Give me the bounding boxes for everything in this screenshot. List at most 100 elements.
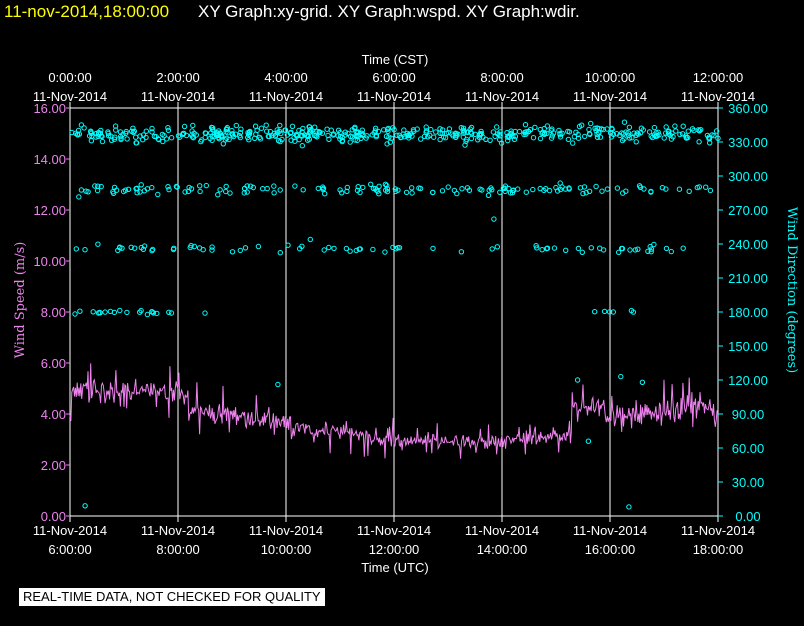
wind-direction-point xyxy=(477,186,483,192)
wind-speed-line xyxy=(69,363,718,459)
wind-direction-point xyxy=(209,244,215,250)
wind-direction-point xyxy=(247,128,253,135)
wind-direction-point xyxy=(609,126,615,133)
wind-direction-point xyxy=(241,190,248,196)
wind-direction-point xyxy=(359,127,365,133)
right-tick-label: 60.00 xyxy=(732,441,765,456)
wind-direction-point xyxy=(460,125,467,131)
wind-direction-point xyxy=(237,130,244,136)
wind-direction-point xyxy=(477,131,484,138)
wind-direction-point xyxy=(98,183,104,190)
bottom-tick-time: 18:00:00 xyxy=(693,542,744,557)
wind-direction-point xyxy=(209,137,215,144)
wind-direction-point xyxy=(242,245,249,251)
wind-direction-point xyxy=(252,135,258,142)
wind-direction-point xyxy=(689,126,696,132)
bottom-tick-date: 11-Nov-2014 xyxy=(249,523,323,538)
wind-direction-point xyxy=(250,184,257,191)
wind-direction-point xyxy=(153,134,159,140)
wind-direction-point xyxy=(272,133,279,139)
wind-direction-point xyxy=(345,130,351,137)
wind-direction-point xyxy=(663,124,669,130)
wind-direction-point xyxy=(244,189,250,195)
wind-direction-point xyxy=(165,184,171,190)
wind-direction-point xyxy=(533,243,539,249)
wind-direction-point xyxy=(645,248,651,255)
top-tick-time: 0:00:00 xyxy=(48,70,91,85)
wind-direction-point xyxy=(237,247,244,254)
top-tick-date: 11-Nov-2014 xyxy=(465,89,539,104)
wind-direction-point xyxy=(651,124,658,131)
wind-direction-point xyxy=(85,189,91,195)
top-tick-date: 11-Nov-2014 xyxy=(33,89,107,104)
wind-direction-point xyxy=(161,133,167,139)
wind-direction-point xyxy=(437,126,443,132)
plot-grid xyxy=(69,107,719,517)
wind-direction-point xyxy=(468,135,475,142)
wind-direction-point xyxy=(306,124,312,130)
wind-direction-point xyxy=(347,139,353,145)
top-tick-time: 6:00:00 xyxy=(372,70,415,85)
wind-direction-point xyxy=(707,187,714,194)
wind-direction-point xyxy=(277,122,283,129)
wind-direction-point xyxy=(659,185,666,191)
wind-direction-point xyxy=(90,309,96,315)
wind-direction-point xyxy=(306,136,312,142)
wind-direction-point xyxy=(342,132,348,138)
wind-direction-point xyxy=(331,245,337,252)
wind-direction-point xyxy=(606,309,613,315)
wind-direction-point xyxy=(292,183,298,189)
wind-direction-point xyxy=(88,138,95,144)
wind-direction-point xyxy=(601,308,608,315)
wind-direction-point xyxy=(437,136,443,143)
wind-direction-point xyxy=(293,132,300,139)
wind-direction-point xyxy=(117,244,123,250)
wind-direction-point xyxy=(390,125,396,131)
wind-direction-point xyxy=(625,132,632,139)
wind-direction-point xyxy=(74,131,81,138)
wind-direction-point xyxy=(668,248,674,255)
wind-direction-point xyxy=(680,245,686,251)
wind-direction-point xyxy=(339,138,345,145)
wind-direction-point xyxy=(557,130,563,137)
top-tick-time: 4:00:00 xyxy=(264,70,307,85)
wind-direction-point xyxy=(352,125,358,132)
right-axis-ticks: 0.00 30.00 60.00 90.00 120.00 150.00 180.00 210… xyxy=(718,101,768,524)
wind-direction-point xyxy=(223,188,229,195)
top-tick-time: 8:00:00 xyxy=(480,70,523,85)
wind-direction-point xyxy=(401,127,407,133)
bottom-tick-time: 14:00:00 xyxy=(477,542,528,557)
wind-direction-point xyxy=(423,124,429,130)
wind-direction-point xyxy=(289,123,296,130)
wind-direction-point xyxy=(165,125,171,131)
wind-direction-point xyxy=(95,241,101,247)
wind-direction-point xyxy=(317,129,323,136)
wind-direction-point xyxy=(308,129,314,135)
wind-direction-point xyxy=(492,133,498,140)
wind-direction-point xyxy=(575,245,582,252)
wind-direction-point xyxy=(549,133,555,139)
wind-direction-point xyxy=(599,188,605,194)
wind-direction-point xyxy=(82,503,88,509)
right-tick-label: 240.00 xyxy=(728,237,768,252)
bottom-tick-date: 11-Nov-2014 xyxy=(357,523,431,538)
wind-direction-point xyxy=(324,126,330,132)
wind-direction-point xyxy=(698,127,704,133)
wind-direction-point xyxy=(614,131,620,137)
wind-direction-point xyxy=(393,246,399,252)
wind-direction-point xyxy=(360,184,366,191)
wind-direction-point xyxy=(105,130,112,137)
wind-direction-point xyxy=(343,245,350,252)
wind-direction-point xyxy=(292,138,298,144)
wind-direction-point xyxy=(355,129,361,135)
wind-direction-point xyxy=(551,245,558,251)
wind-direction-point xyxy=(337,133,344,140)
left-tick-label: 0.00 xyxy=(41,509,66,524)
wind-direction-point xyxy=(417,185,424,192)
wind-direction-point xyxy=(387,139,393,145)
wind-speed-series xyxy=(69,363,718,459)
wind-direction-point xyxy=(530,186,536,193)
right-tick-label: 360.00 xyxy=(728,101,768,116)
wind-direction-point xyxy=(648,189,654,195)
wind-direction-point xyxy=(132,245,138,251)
